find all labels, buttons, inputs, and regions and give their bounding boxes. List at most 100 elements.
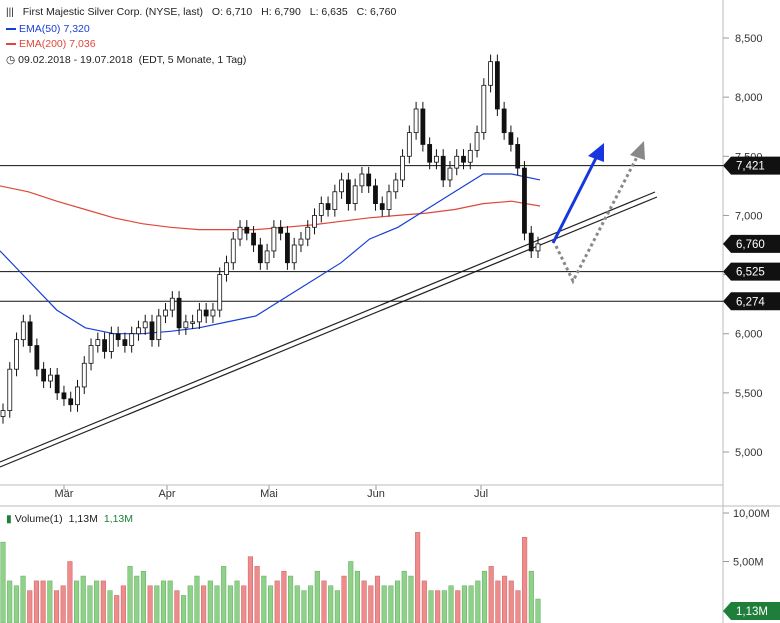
header-line-ema200: EMA(200) 7,036 — [6, 38, 102, 50]
volume-bar — [415, 532, 421, 623]
candle-body — [95, 339, 101, 346]
volume-bar — [288, 575, 294, 623]
volume-bar — [74, 580, 80, 623]
volume-bar — [53, 590, 60, 623]
volume-bar — [120, 585, 126, 623]
header-line-range: ◷ 09.02.2018 - 19.07.2018 (EDT, 5 Monate, … — [6, 54, 252, 66]
candle-body — [244, 226, 250, 234]
candle-body — [494, 61, 500, 110]
volume-bar — [495, 580, 501, 623]
volume-bar — [354, 570, 360, 623]
volume-header: ▮ Volume(1) 1,13M 1,13M — [6, 513, 139, 525]
candle-body — [386, 191, 392, 210]
time-tick-label: Apr — [158, 488, 175, 500]
candle-body — [406, 132, 412, 157]
candle-body — [41, 368, 47, 382]
candle-body — [54, 374, 60, 394]
volume-bar — [13, 585, 19, 623]
candle-body — [312, 215, 317, 228]
candle-body — [400, 155, 405, 181]
candle-body — [379, 203, 385, 210]
volume-bar — [361, 580, 367, 623]
candle-body — [230, 238, 236, 264]
volume-bars — [0, 532, 541, 623]
candle-body — [251, 232, 256, 246]
candle-body — [88, 345, 94, 364]
candle-body — [440, 155, 446, 181]
volume-bar — [395, 580, 401, 623]
candle-body — [75, 386, 80, 406]
volume-bar — [314, 570, 320, 623]
volume-bar — [114, 595, 120, 623]
volume-bar — [301, 590, 307, 623]
volume-bar — [281, 570, 287, 623]
high-value: H: 6,790 — [261, 6, 301, 18]
volume-axis: 10,00M 5,00M 1,13M — [723, 508, 780, 620]
ema200-line — [0, 185, 541, 231]
volume-bar — [100, 580, 106, 623]
candle-body — [210, 309, 216, 317]
volume-bar — [247, 556, 253, 623]
candle-body — [163, 309, 168, 317]
volume-bar — [181, 595, 187, 623]
volume-bar — [374, 575, 381, 623]
candle-body — [48, 374, 53, 382]
candle-body — [345, 179, 351, 204]
candle-body — [81, 362, 87, 388]
level-badge-label: 6,274 — [736, 296, 765, 308]
volume-bar — [194, 575, 200, 623]
candle-body — [291, 244, 297, 264]
candle-body — [14, 339, 19, 370]
candle-body — [264, 250, 270, 264]
volume-bar — [174, 590, 180, 623]
level-badge — [723, 292, 780, 311]
candle-body — [434, 155, 439, 163]
candle-body — [461, 155, 466, 163]
volume-bar — [87, 585, 93, 623]
security-name: First Majestic Silver Corp. (NYSE, last) — [22, 6, 203, 18]
price-tick-label: 8,500 — [735, 33, 763, 45]
volume-bar — [274, 580, 280, 623]
volume-bar — [234, 580, 240, 623]
clock-icon: ◷ — [6, 54, 16, 66]
candle-body — [305, 226, 311, 240]
candle-body — [366, 173, 372, 187]
volume-bar — [435, 590, 441, 623]
low-value: L: 6,635 — [309, 6, 348, 18]
candle-body — [136, 327, 141, 335]
volume-bar — [388, 585, 394, 623]
candle-body — [325, 203, 331, 210]
close-value: C: 6,760 — [356, 6, 397, 18]
volume-bar — [441, 590, 447, 623]
ema50-path — [0, 173, 541, 335]
candle-body — [535, 243, 541, 252]
volume-tick-label: 5,00M — [733, 557, 764, 569]
header-line-ema50: EMA(50) 7,320 — [6, 23, 96, 35]
candles — [0, 54, 541, 424]
candle-body — [176, 297, 182, 329]
price-tick-label: 6,000 — [735, 329, 763, 341]
ema50-value: 7,320 — [63, 23, 90, 35]
volume-bar — [408, 575, 414, 623]
candle-body — [522, 167, 527, 234]
candle-body — [271, 226, 277, 252]
volume-bar — [80, 575, 86, 623]
volume-bar — [401, 570, 407, 623]
volume-bar — [134, 575, 140, 623]
volume-bar — [187, 585, 193, 623]
time-axis: Mär Apr Mai Jun Jul — [0, 484, 723, 500]
candle-body — [224, 262, 229, 275]
volume-bar — [528, 570, 534, 623]
candle-body — [447, 167, 453, 181]
last-price-badge — [723, 234, 780, 253]
candle-body — [339, 179, 345, 193]
candle-body — [149, 321, 155, 341]
candle-body — [196, 309, 202, 323]
candle-body — [427, 144, 433, 163]
volume-bar — [468, 585, 474, 623]
time-tick-label: Jun — [367, 488, 385, 500]
volume-bar — [107, 590, 113, 623]
price-plot-area — [0, 0, 723, 485]
candle-body — [393, 179, 399, 193]
volume-bar — [67, 561, 73, 623]
